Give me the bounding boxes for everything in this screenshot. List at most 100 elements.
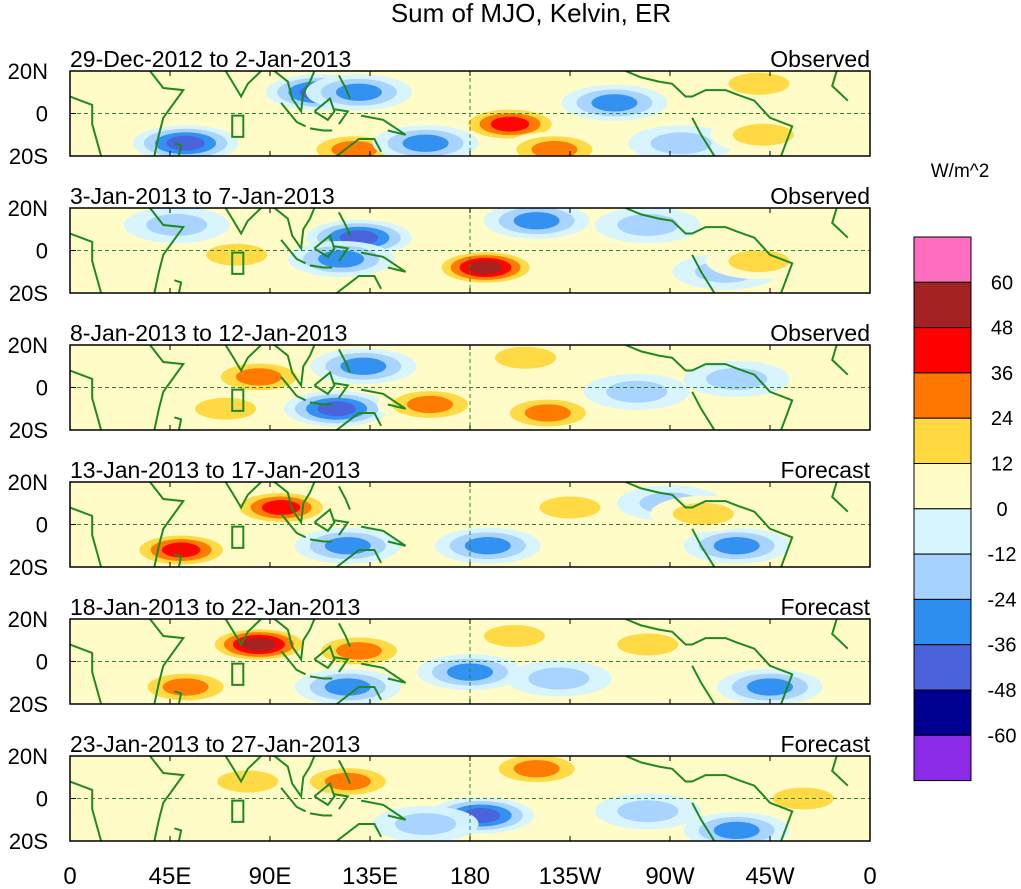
coastline <box>334 245 350 262</box>
coastline <box>831 71 849 102</box>
y-tick-label: 20N <box>8 744 48 769</box>
map-area <box>70 71 870 156</box>
colorbar-swatch <box>913 417 972 465</box>
anomaly-contour <box>217 770 279 793</box>
coastline <box>360 388 407 410</box>
panel-type: Observed <box>770 183 870 209</box>
panel-period: 18-Jan-2013 to 22-Jan-2013 <box>70 594 360 620</box>
coastline <box>338 622 351 647</box>
coastline <box>280 239 307 265</box>
x-tick-label: 45W <box>745 863 795 889</box>
anomaly-contour <box>617 633 679 656</box>
coastline <box>174 142 183 156</box>
coastline <box>338 485 351 510</box>
coastline <box>360 251 407 273</box>
coastline <box>174 827 183 841</box>
coastline <box>691 254 716 293</box>
panel-5: 20N 0 20S 18-Jan-2013 to 22-Jan-2013 Forecas… <box>8 594 871 717</box>
colorbar-level-label: 24 <box>991 408 1013 430</box>
coastline <box>149 482 186 567</box>
anomaly-contour <box>528 667 590 690</box>
coastline <box>309 675 333 680</box>
x-tick-label: 135W <box>539 863 602 889</box>
y-tick-label: 0 <box>36 650 48 675</box>
anomaly-contour <box>340 357 387 375</box>
coastline <box>338 211 351 236</box>
chart-title: Sum of MJO, Kelvin, ER <box>391 0 671 28</box>
coastline <box>196 619 316 663</box>
coastline <box>70 756 103 841</box>
y-tick-label: 0 <box>36 513 48 538</box>
colorbar-swatch <box>913 327 972 374</box>
coastline <box>691 528 716 567</box>
reference-box <box>231 388 245 412</box>
coastline <box>334 382 350 399</box>
anomaly-contour <box>324 772 371 791</box>
anomaly-contour <box>728 72 790 95</box>
x-tick-label: 45E <box>149 863 192 889</box>
colorbar-level-label: -48 <box>988 680 1017 702</box>
colorbar-level-label: 48 <box>991 318 1013 340</box>
y-tick-label: 20S <box>9 555 48 580</box>
coastline <box>149 345 186 430</box>
coastline <box>196 756 316 800</box>
anomaly-contour <box>617 214 679 236</box>
y-tick-label: 20N <box>8 59 48 84</box>
anomaly-contour <box>524 404 571 422</box>
map-area <box>70 345 870 430</box>
coastline <box>196 208 316 252</box>
map-area <box>70 756 870 841</box>
colorbar: W/m^2 60 48 36 24 12 0 -12 -24 -36 -48 -60 <box>913 161 1017 782</box>
colorbar-swatch <box>913 553 972 600</box>
anomaly-contour <box>495 346 557 369</box>
coastline <box>280 513 307 539</box>
coastline <box>309 401 333 406</box>
anomaly-contour <box>747 678 793 696</box>
coastline <box>691 391 716 430</box>
x-tick-label: 135E <box>342 863 398 889</box>
anomaly-contour <box>591 94 638 112</box>
coastline <box>334 656 350 673</box>
panel-4: 20N 0 20S 13-Jan-2013 to 17-Jan-2013 Forecas… <box>8 457 871 580</box>
panel-period: 8-Jan-2013 to 12-Jan-2013 <box>70 320 347 346</box>
y-tick-label: 0 <box>36 787 48 812</box>
anomaly-contour <box>335 642 382 660</box>
map-area <box>70 482 870 567</box>
anomaly-contour <box>324 537 371 555</box>
y-tick-label: 20S <box>9 692 48 717</box>
y-tick-label: 20S <box>9 281 48 306</box>
coastline <box>336 549 382 567</box>
coastline <box>313 96 336 122</box>
anomaly-contour <box>672 502 734 525</box>
anomaly-contour <box>606 380 668 403</box>
coastline <box>691 802 716 841</box>
coastline <box>174 279 183 293</box>
panel-period: 23-Jan-2013 to 27-Jan-2013 <box>70 731 360 757</box>
coastline <box>625 71 794 156</box>
anomaly-contour <box>335 83 382 101</box>
panel-2: 20N 0 20S 3-Jan-2013 to 7-Jan-2013 Observed <box>8 183 871 306</box>
coastline <box>336 686 382 704</box>
colorbar-level-label: -12 <box>988 544 1017 566</box>
coastline <box>149 619 186 704</box>
y-tick-label: 20S <box>9 144 48 169</box>
coastline <box>336 412 382 430</box>
anomaly-contour <box>195 397 257 420</box>
coastline <box>309 264 333 269</box>
panel-1: 20N 0 20S 29-Dec-2012 to 2-Jan-2013 Observed <box>8 46 871 169</box>
colorbar-level-label: 12 <box>991 454 1013 476</box>
colorbar-swatch <box>913 689 972 736</box>
anomaly-contour <box>161 542 201 558</box>
anomaly-contour <box>407 395 453 414</box>
anomaly-contour <box>402 134 449 152</box>
colorbar-swatch <box>913 236 972 283</box>
anomaly-contour <box>531 140 578 156</box>
coastline <box>338 74 351 99</box>
coastline <box>360 799 407 821</box>
x-tick-label: 180 <box>450 863 490 889</box>
panel-period: 3-Jan-2013 to 7-Jan-2013 <box>70 183 335 209</box>
anomaly-contour <box>146 214 208 236</box>
y-tick-label: 20N <box>8 196 48 221</box>
panel-type: Forecast <box>781 731 871 757</box>
